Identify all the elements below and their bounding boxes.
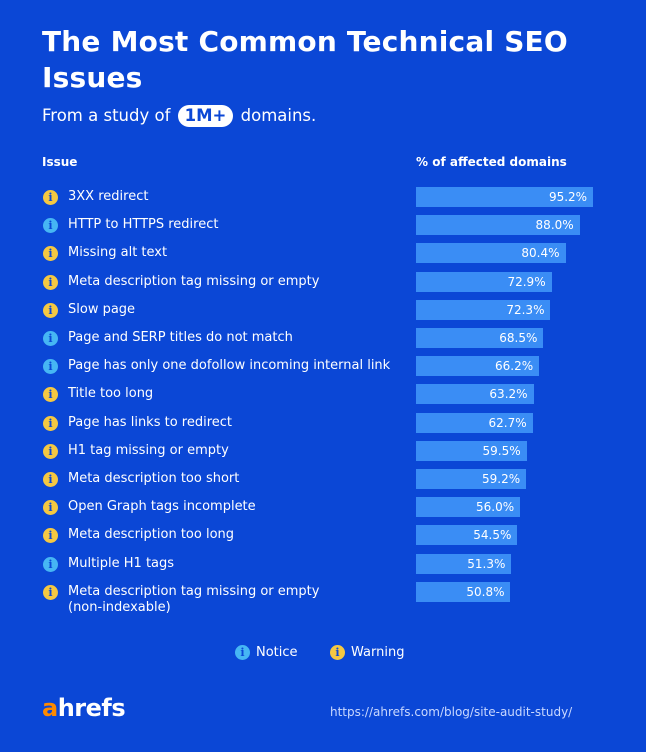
bar: 63.2% [416, 384, 534, 405]
bar-value-label: 51.3% [467, 556, 506, 571]
bar-value-label: 72.9% [507, 274, 546, 289]
issue-label: HTTP to HTTPS redirect [68, 217, 219, 233]
notice-info-icon: i [43, 556, 58, 572]
legend-warning: i Warning [330, 645, 404, 661]
legend-notice: i Notice [235, 645, 298, 661]
issue-label: 3XX redirect [68, 189, 149, 204]
issue-label: Meta description too long [68, 527, 235, 543]
bar-value-label: 59.2% [481, 472, 521, 486]
notice-info-icon: i [43, 218, 58, 234]
subtitle-after: domains. [240, 106, 317, 125]
warning-info-icon: i [43, 500, 58, 516]
warning-info-icon: i [43, 528, 58, 544]
bar-value-label: 68.5% [499, 331, 538, 345]
bar: 66.2% [416, 356, 540, 377]
bar: 59.5% [416, 440, 527, 461]
warning-info-icon: i [43, 302, 58, 318]
ahrefs-logo: ahrefs [42, 694, 126, 722]
bar: 95.2% [416, 187, 594, 207]
bar-value-label: 62.7% [488, 415, 527, 430]
bar-value-label: 54.5% [473, 528, 512, 543]
bar: 88.0% [416, 215, 580, 236]
issue-label: Meta description tag missing or empty (n… [68, 583, 320, 615]
issue-label: Meta description tag missing or empty [68, 273, 320, 289]
warning-info-icon: i [330, 645, 345, 660]
logo-rest: hrefs [57, 694, 126, 722]
bar-value-label: 50.8% [466, 584, 505, 599]
source-url: https://ahrefs.com/blog/site-audit-study… [330, 705, 573, 719]
warning-info-icon: i [43, 246, 58, 262]
bar: 68.5% [416, 328, 544, 348]
bar-value-label: 88.0% [535, 218, 574, 233]
issue-label: Multiple H1 tags [68, 555, 175, 571]
bar-value-label: 80.4% [521, 246, 560, 261]
bar-value-label: 56.0% [476, 500, 515, 515]
issue-column-header: Issue [42, 155, 78, 169]
notice-info-icon: i [235, 645, 250, 660]
logo-accent: a [42, 694, 58, 722]
issue-label: H1 tag missing or empty [68, 442, 229, 458]
bar: 72.9% [416, 271, 552, 292]
bar-value-label: 66.2% [495, 359, 534, 374]
issue-label: Open Graph tags incomplete [68, 499, 256, 515]
issue-label: Title too long [68, 386, 154, 402]
bar: 51.3% [416, 553, 512, 574]
warning-info-icon: i [43, 190, 58, 205]
subtitle: From a study of 1M+ domains. [42, 104, 316, 128]
warning-info-icon: i [43, 387, 58, 403]
notice-info-icon: i [43, 331, 58, 346]
warning-info-icon: i [43, 472, 58, 487]
issue-label: Page has only one dofollow incoming inte… [68, 358, 391, 374]
warning-info-icon: i [43, 415, 58, 431]
bar-value-label: 72.3% [506, 302, 545, 317]
bar-value-label: 59.5% [482, 443, 521, 458]
bar: 72.3% [416, 299, 551, 320]
bar: 50.8% [416, 581, 511, 602]
issue-label: Page has links to redirect [68, 414, 233, 430]
warning-info-icon: i [43, 443, 58, 459]
issue-label: Slow page [68, 301, 136, 317]
pct-column-header: % of affected domains [416, 155, 567, 169]
legend-warning-label: Warning [351, 645, 405, 660]
bar: 56.0% [416, 497, 521, 518]
highlight-pill: 1M+ [177, 105, 234, 127]
issue-label: Meta description too short [68, 471, 240, 486]
bar: 54.5% [416, 525, 518, 546]
bar: 80.4% [416, 243, 566, 264]
bar: 59.2% [416, 469, 527, 489]
issue-label: Missing alt text [68, 245, 168, 261]
issue-label: Page and SERP titles do not match [68, 330, 293, 345]
legend-notice-label: Notice [256, 645, 298, 660]
subtitle-before: From a study of [42, 106, 171, 125]
warning-info-icon: i [43, 274, 58, 290]
bar: 62.7% [416, 412, 533, 433]
warning-info-icon: i [43, 584, 58, 600]
notice-info-icon: i [43, 359, 58, 375]
bar-value-label: 95.2% [548, 190, 588, 204]
page-title: The Most Common Technical SEO Issues [42, 25, 568, 94]
bar-value-label: 63.2% [489, 387, 528, 402]
